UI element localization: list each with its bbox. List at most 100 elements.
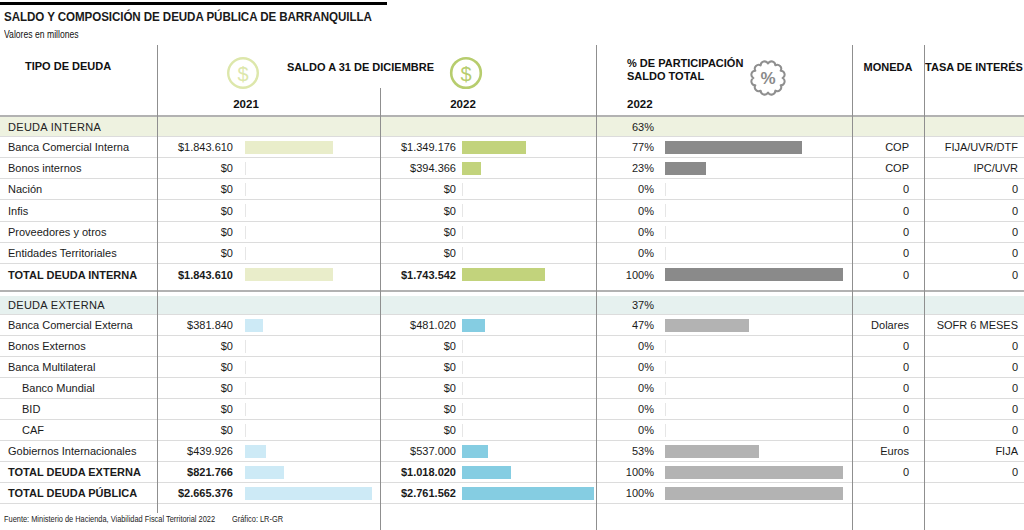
value-2021: $381.840 <box>130 315 233 335</box>
row-label: Gobiernos Internacionales <box>8 441 136 461</box>
row-label: Proveedores y otros <box>8 222 106 242</box>
tasa-value: SOFR 6 MESES <box>920 315 1018 335</box>
value-2022: $0 <box>350 336 456 356</box>
value-2022: $0 <box>350 420 456 440</box>
table-row: Banca Comercial Externa$381.840$481.020D… <box>0 315 1024 336</box>
pct-value: 23% <box>596 158 654 178</box>
bar-2021 <box>245 445 266 458</box>
pct-value: 100% <box>596 264 654 285</box>
tasa-value: 0 <box>920 420 1018 440</box>
bar-2021 <box>245 141 333 154</box>
row-label: Banca Comercial Interna <box>8 137 129 157</box>
tasa-value: 0 <box>920 336 1018 356</box>
pct-value: 0% <box>596 399 654 419</box>
table-row: Proveedores y otros$0$0000% <box>0 222 1024 243</box>
tasa-value: 0 <box>920 243 1018 263</box>
section-divider <box>0 290 1024 292</box>
value-2021: $0 <box>130 158 233 178</box>
pct-value: 63% <box>596 117 654 136</box>
tasa-value: 0 <box>920 179 1018 199</box>
credit-note: Gráfico: LR-GR <box>232 513 283 524</box>
table-row: Banco Mundial$0$0000% <box>0 378 1024 399</box>
row-label: Bonos Externos <box>8 336 86 356</box>
value-2022: $481.020 <box>350 315 456 335</box>
bar-2022 <box>462 162 481 175</box>
svg-text:$: $ <box>460 63 471 85</box>
value-2021: $0 <box>130 378 233 398</box>
tasa-value: FIJA/UVR/DTF <box>920 137 1018 157</box>
bar-2021 <box>245 487 372 500</box>
column-separator <box>596 45 597 530</box>
moneda-value: 0 <box>830 399 909 419</box>
table-row: TOTAL DEUDA PÚBLICA$2.665.376$2.761.5621… <box>0 483 1024 504</box>
table-row: TOTAL DEUDA EXTERNA$821.766$1.018.020001… <box>0 462 1024 483</box>
value-2021: $0 <box>130 399 233 419</box>
pct-bar <box>665 340 666 353</box>
svg-text:%: % <box>760 69 775 88</box>
value-2022: $0 <box>350 200 456 221</box>
value-2022: $1.018.020 <box>350 462 456 482</box>
pct-bar <box>665 247 666 260</box>
source-note: Fuente: Ministerio de Hacienda, Viabilid… <box>4 513 215 524</box>
value-2022: $0 <box>350 399 456 419</box>
title-rule <box>0 2 387 5</box>
page-title: SALDO Y COMPOSICIÓN DE DEUDA PÚBLICA DE … <box>4 9 372 24</box>
moneda-value: 0 <box>830 420 909 440</box>
table-row: Gobiernos Internacionales$439.926$537.00… <box>0 441 1024 462</box>
tasa-value: 0 <box>920 200 1018 221</box>
value-2021: $0 <box>130 243 233 263</box>
bar-2022 <box>462 487 594 500</box>
pct-value: 0% <box>596 378 654 398</box>
pct-value: 53% <box>596 441 654 461</box>
pct-value: 0% <box>596 222 654 242</box>
bar-2022 <box>462 340 463 353</box>
infographic-debt-table: SALDO Y COMPOSICIÓN DE DEUDA PÚBLICA DE … <box>0 0 1024 530</box>
bar-2021 <box>245 162 246 175</box>
value-2021: $0 <box>130 200 233 221</box>
pct-bar <box>665 424 666 437</box>
moneda-value: 0 <box>830 243 909 263</box>
column-separator <box>380 88 381 530</box>
pct-bar <box>665 361 666 374</box>
bar-2022 <box>462 183 463 196</box>
bar-2022 <box>462 445 488 458</box>
pct-bar <box>665 268 843 281</box>
moneda-value: 0 <box>830 200 909 221</box>
tasa-value: 0 <box>920 378 1018 398</box>
value-2021: $0 <box>130 357 233 377</box>
section-header-row: DEUDA INTERNA 63% <box>0 117 1024 137</box>
tasa-value: 0 <box>920 399 1018 419</box>
tasa-value: 0 <box>920 264 1018 285</box>
pct-value: 0% <box>596 420 654 440</box>
pct-value: 0% <box>596 243 654 263</box>
row-label: DEUDA INTERNA <box>8 117 101 136</box>
col-header-year-2021: 2021 <box>210 98 282 110</box>
column-separator <box>157 45 158 513</box>
table-row: Banca Multilateral$0$0000% <box>0 357 1024 378</box>
bar-2021 <box>245 247 246 260</box>
bar-2021 <box>245 424 246 437</box>
bar-2021 <box>245 340 246 353</box>
row-label: Nación <box>8 179 42 199</box>
pct-value: 100% <box>596 462 654 482</box>
column-separator <box>924 45 925 530</box>
value-2022: $1.349.176 <box>350 137 456 157</box>
pct-bar <box>665 162 706 175</box>
col-header-participacion-line2: SALDO TOTAL <box>627 70 743 83</box>
row-label: Banca Multilateral <box>8 357 95 377</box>
tasa-value: 0 <box>920 222 1018 242</box>
col-header-tipo-de-deuda: TIPO DE DEUDA <box>25 60 111 72</box>
pct-value: 100% <box>596 483 654 503</box>
row-label: TOTAL DEUDA INTERNA <box>8 264 137 285</box>
moneda-value: COP <box>830 158 909 178</box>
svg-text:$: $ <box>237 63 248 85</box>
row-label: CAF <box>22 420 44 440</box>
bar-2021 <box>245 466 284 479</box>
moneda-value: 0 <box>830 336 909 356</box>
pct-value: 0% <box>596 336 654 356</box>
pct-bar <box>665 226 666 239</box>
pct-value: 0% <box>596 200 654 221</box>
value-2022: $0 <box>350 222 456 242</box>
row-label: Bonos internos <box>8 158 81 178</box>
table-row: Entidades Territoriales$0$0000% <box>0 243 1024 264</box>
